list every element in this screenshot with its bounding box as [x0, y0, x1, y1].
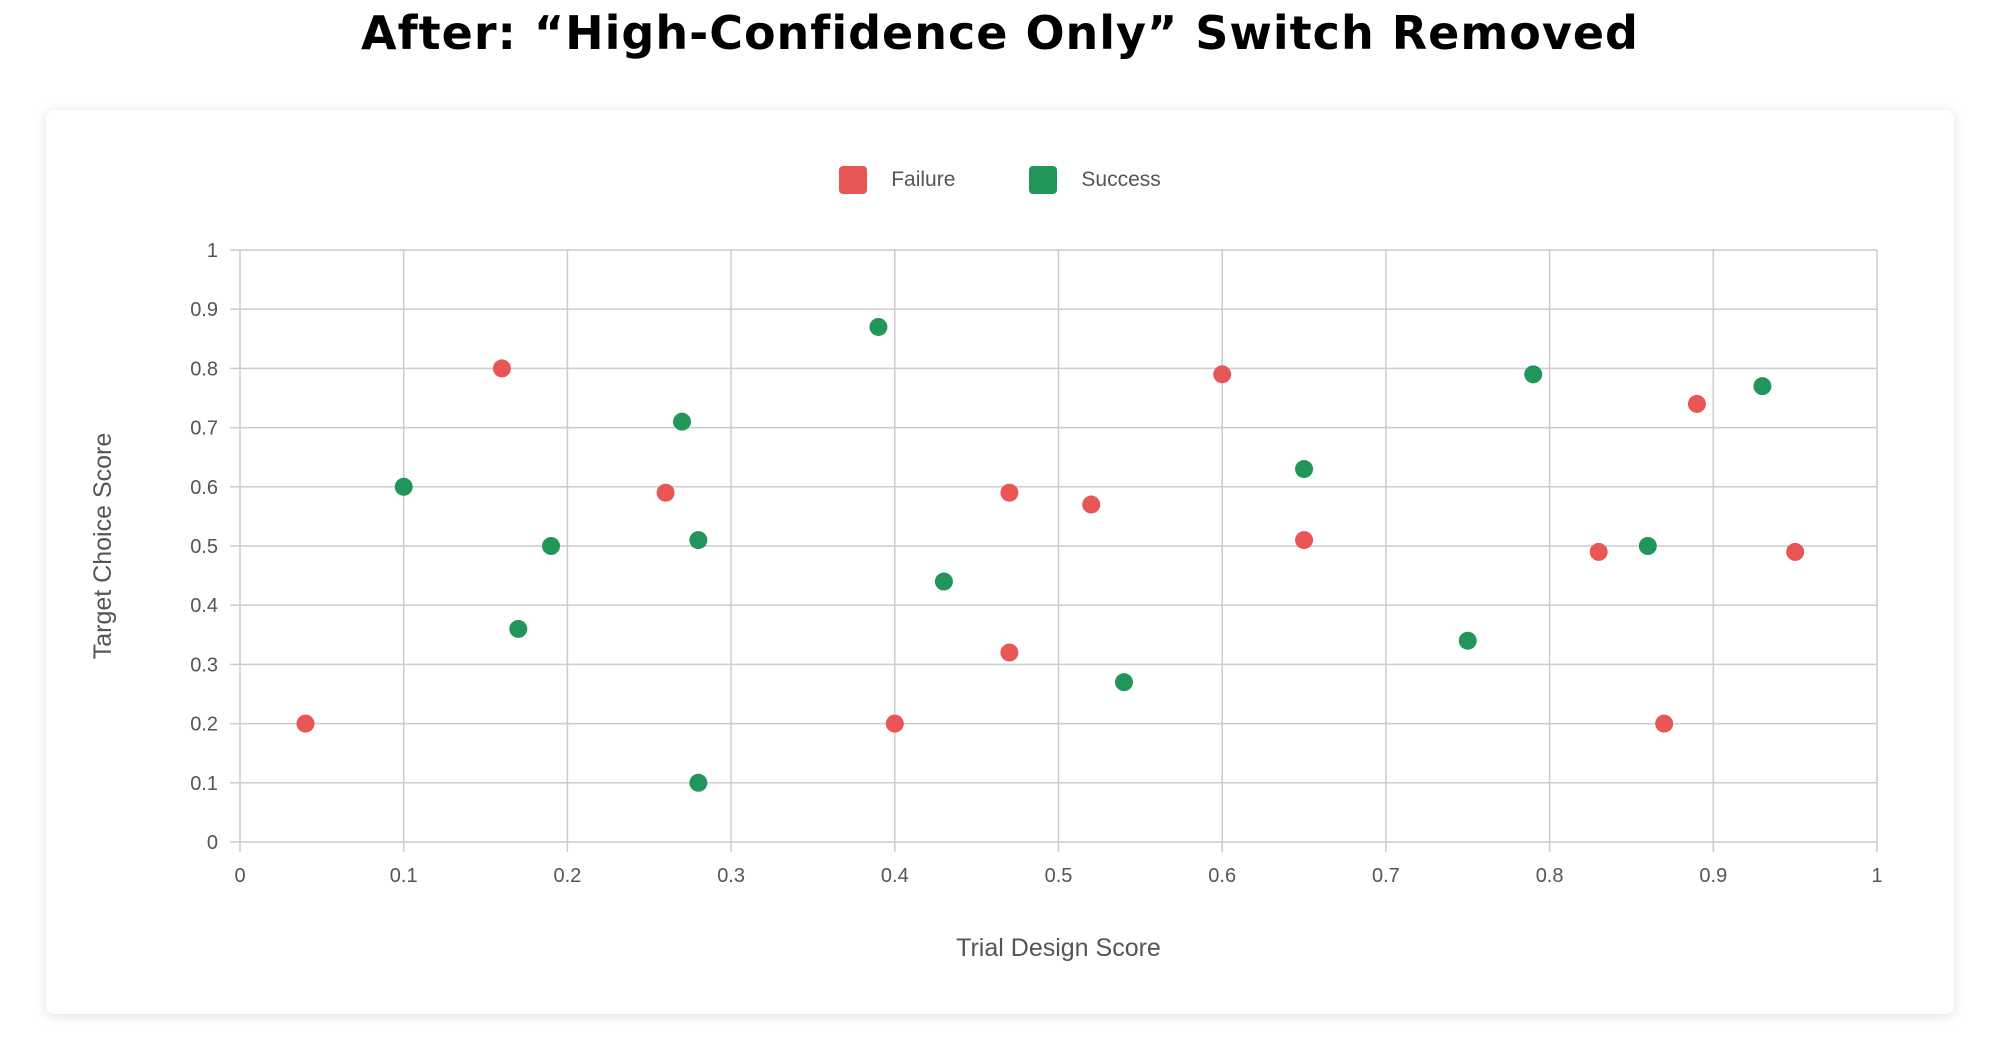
data-points: [296, 317, 1805, 792]
tick-labels: 0 0.1 0.2 0.3 0.4 0.5 0.6 0.7 0.8 0.9 1 0 0.1 0.2 0.3 0…: [190, 240, 1882, 887]
x-tick-label: 0.4: [881, 865, 909, 887]
legend: Failure Success: [46, 166, 1954, 194]
x-tick-label: 0.1: [390, 865, 418, 887]
y-tick-label: 0.4: [190, 595, 218, 617]
data-point-success[interactable]: [1458, 631, 1477, 650]
data-point-failure[interactable]: [1000, 483, 1019, 502]
y-tick-label: 0.7: [190, 418, 218, 440]
data-point-failure[interactable]: [492, 359, 511, 378]
y-axis-title: Target Choice Score: [89, 433, 117, 660]
grid: [230, 249, 1878, 852]
data-point-failure[interactable]: [1687, 394, 1706, 413]
data-point-failure[interactable]: [296, 714, 315, 733]
legend-swatch-success: [1029, 166, 1058, 194]
data-point-success[interactable]: [869, 317, 888, 336]
data-point-success[interactable]: [1295, 460, 1314, 479]
legend-item-failure[interactable]: Failure: [839, 166, 955, 194]
data-point-failure[interactable]: [1000, 643, 1019, 662]
data-point-failure[interactable]: [656, 483, 675, 502]
x-tick-label: 0.3: [717, 865, 745, 887]
y-tick-label: 0.9: [190, 299, 218, 321]
x-tick-label: 0.6: [1208, 865, 1236, 887]
data-point-success[interactable]: [394, 477, 413, 496]
data-point-success[interactable]: [689, 773, 708, 792]
y-tick-label: 0.1: [190, 773, 218, 795]
data-point-success[interactable]: [1638, 537, 1657, 555]
data-point-success[interactable]: [934, 572, 953, 591]
data-point-failure[interactable]: [1589, 542, 1608, 561]
x-tick-label: 0.9: [1699, 865, 1727, 887]
page-title: After: “High-Confidence Only” Switch Rem…: [361, 6, 1639, 60]
chart-card: Failure Success 0 0.1 0.2 0.3 0.4 0.5 0.6 0.7 0.…: [46, 110, 1954, 1014]
y-tick-label: 0.8: [190, 358, 218, 380]
y-tick-label: 1: [207, 240, 218, 262]
x-axis-title: Trial Design Score: [956, 934, 1161, 962]
x-tick-label: 1: [1871, 865, 1882, 887]
y-tick-label: 0.6: [190, 477, 218, 499]
data-point-success[interactable]: [1524, 365, 1543, 384]
x-tick-label: 0.7: [1372, 865, 1400, 887]
x-tick-label: 0.8: [1536, 865, 1564, 887]
data-point-failure[interactable]: [1082, 495, 1101, 514]
legend-item-success[interactable]: Success: [1029, 166, 1161, 194]
data-point-success[interactable]: [509, 619, 528, 638]
y-tick-label: 0.3: [190, 654, 218, 676]
x-tick-label: 0.5: [1045, 865, 1073, 887]
y-tick-label: 0: [207, 832, 218, 854]
y-tick-label: 0.2: [190, 714, 218, 736]
legend-swatch-failure: [839, 166, 868, 194]
x-tick-label: 0.2: [553, 865, 581, 887]
data-point-failure[interactable]: [885, 714, 904, 733]
legend-label-success: Success: [1081, 168, 1161, 191]
data-point-success[interactable]: [1114, 673, 1133, 692]
data-point-success[interactable]: [542, 537, 561, 555]
data-point-failure[interactable]: [1786, 542, 1805, 561]
data-point-success[interactable]: [1753, 377, 1772, 396]
legend-label-failure: Failure: [891, 168, 956, 191]
data-point-failure[interactable]: [1295, 531, 1314, 550]
data-point-success[interactable]: [672, 412, 691, 431]
x-tick-label: 0: [234, 865, 245, 887]
data-point-success[interactable]: [689, 531, 708, 550]
y-tick-label: 0.5: [190, 536, 218, 558]
scatter-plot: 0 0.1 0.2 0.3 0.4 0.5 0.6 0.7 0.8 0.9 1 0 0.1 0.2 0.3 0…: [89, 240, 1883, 962]
data-point-failure[interactable]: [1213, 365, 1232, 384]
data-point-failure[interactable]: [1655, 714, 1674, 733]
